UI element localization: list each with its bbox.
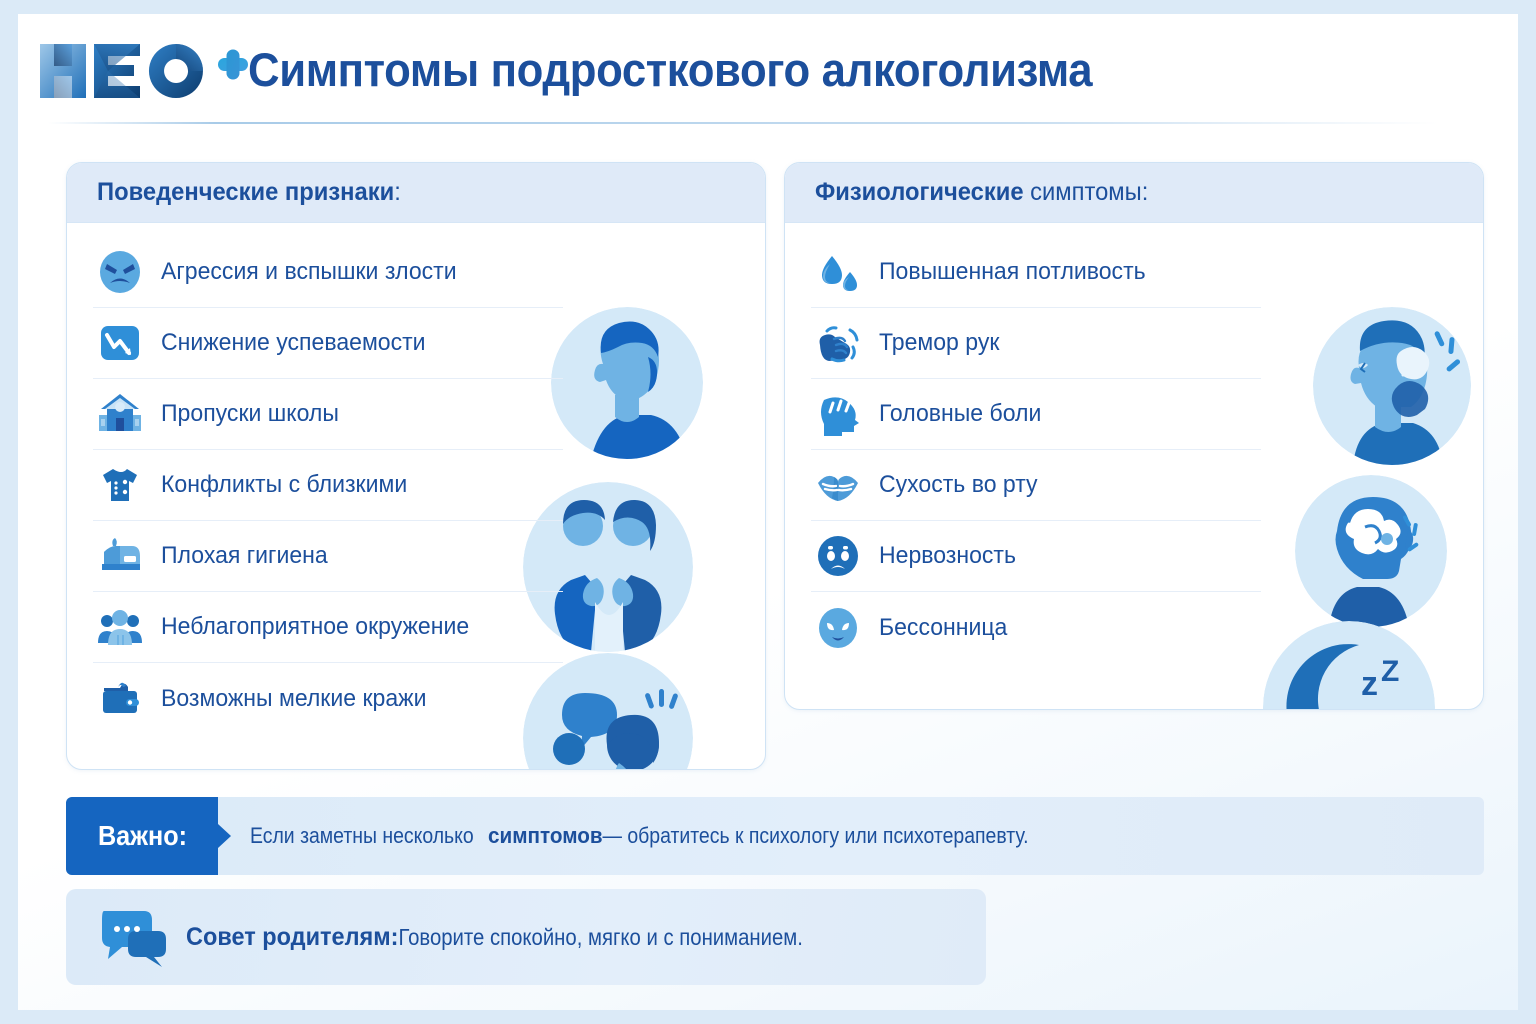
list-item-label: Нервозность — [879, 542, 1016, 569]
angry-face-icon — [93, 245, 147, 299]
soap-hygiene-icon — [93, 529, 147, 583]
lips-icon — [811, 458, 865, 512]
nervous-face-icon — [811, 529, 865, 583]
moon-sleep-illustration: z Z — [1263, 621, 1435, 709]
list-item-label: Плохая гигиена — [161, 542, 328, 569]
list-item-label: Снижение успеваемости — [161, 329, 426, 356]
list-item[interactable]: Пропуски школы — [93, 379, 563, 450]
head-pain-icon — [811, 387, 865, 441]
list-item[interactable]: Головные боли — [811, 379, 1261, 450]
family-conflict-illustration — [523, 482, 693, 652]
sleepy-face-icon — [811, 601, 865, 655]
school-building-icon — [93, 387, 147, 441]
list-item-label: Неблагоприятное окружение — [161, 613, 470, 640]
parent-child-talk-illustration — [523, 653, 693, 769]
sweat-droplets-icon — [811, 245, 865, 299]
wallet-icon — [93, 672, 147, 726]
tshirt-icon — [93, 458, 147, 512]
behavioral-title-rest: : — [394, 178, 401, 206]
list-item[interactable]: Тремор рук — [811, 308, 1261, 379]
advice-banner-text: Совет родителям: Говорите спокойно, мягк… — [186, 923, 870, 952]
behavioral-card-body: Агрессия и вспышки злости Снижение успев… — [67, 223, 765, 769]
important-text-after: — обратитесь к психологу или психотерапе… — [602, 823, 1029, 848]
important-banner: Важно: Если заметны несколько симптомов … — [66, 797, 1484, 875]
physiological-card-title: Физиологические симптомы: — [815, 178, 1148, 207]
advice-text: Говорите спокойно, мягко и с пониманием. — [398, 923, 803, 950]
page-title: Симптомы подросткового алкоголизма — [248, 43, 1093, 96]
speech-bubbles-icon — [96, 905, 168, 969]
svg-text:z: z — [1361, 665, 1378, 703]
list-item-label: Тремор рук — [879, 329, 1000, 356]
list-item-label: Конфликты с близкими — [161, 471, 408, 498]
list-item-label: Бессонница — [879, 613, 1008, 641]
list-item[interactable]: Повышенная потливость — [811, 237, 1261, 308]
physiological-card-body: z Z Повышенная потливость — [785, 223, 1483, 709]
advice-banner: Совет родителям: Говорите спокойно, мягк… — [66, 889, 986, 985]
advice-label: Совет родителям: — [186, 922, 399, 951]
list-item[interactable]: Агрессия и вспышки злости — [93, 237, 563, 308]
declining-chart-icon — [93, 316, 147, 370]
list-item-label: Пропуски школы — [161, 400, 339, 427]
list-item[interactable]: Плохая гигиена — [93, 521, 563, 592]
behavioral-symptom-list: Агрессия и вспышки злости Снижение успев… — [93, 237, 765, 734]
neo-plus-logo — [36, 38, 251, 102]
important-text-bold: симптомов — [487, 823, 603, 848]
important-tag-label: Важно: — [97, 820, 187, 851]
brain-pain-head-illustration — [1295, 475, 1447, 627]
page-header: Симптомы подросткового алкоголизма — [18, 14, 1518, 126]
physiological-title-bold: Физиологические — [815, 178, 1024, 206]
list-item[interactable]: Бессонница — [811, 592, 1261, 663]
teen-portrait-illustration — [551, 307, 703, 459]
headache-person-illustration — [1313, 307, 1471, 465]
list-item[interactable]: Возможны мелкие кражи — [93, 663, 563, 734]
important-banner-text: Если заметны несколько симптомов — обрат… — [218, 797, 1107, 875]
behavioral-title-bold: Поведенческие признаки — [97, 178, 395, 206]
group-of-people-icon — [93, 600, 147, 654]
behavioral-card-title: Поведенческие признаки: — [97, 178, 401, 207]
list-item-label: Агрессия и вспышки злости — [161, 258, 457, 285]
shaking-hand-icon — [811, 316, 865, 370]
list-item[interactable]: Конфликты с близкими — [93, 450, 563, 521]
important-text-before: Если заметны несколько — [250, 823, 474, 848]
physiological-title-rest: симптомы: — [1023, 178, 1149, 206]
physiological-symptom-list: Повышенная потливость — [811, 237, 1483, 663]
list-item-label: Повышенная потливость — [879, 258, 1146, 285]
physiological-card-header: Физиологические симптомы: — [785, 163, 1483, 223]
list-item-label: Сухость во рту — [879, 471, 1038, 498]
list-item[interactable]: Снижение успеваемости — [93, 308, 563, 379]
behavioral-card-header: Поведенческие признаки: — [67, 163, 765, 223]
list-item-label: Головные боли — [879, 400, 1042, 427]
svg-text:Z: Z — [1381, 655, 1399, 688]
list-item-label: Возможны мелкие кражи — [161, 684, 427, 712]
header-divider — [48, 122, 1438, 124]
list-item[interactable]: Неблагоприятное окружение — [93, 592, 563, 663]
list-item[interactable]: Сухость во рту — [811, 450, 1261, 521]
physiological-symptoms-card: Физиологические симптомы: — [784, 162, 1484, 710]
behavioral-signs-card: Поведенческие признаки: — [66, 162, 766, 770]
list-item[interactable]: Нервозность — [811, 521, 1261, 592]
infographic-page: Симптомы подросткового алкоголизма Повед… — [18, 14, 1518, 1010]
important-tag: Важно: — [66, 797, 218, 875]
